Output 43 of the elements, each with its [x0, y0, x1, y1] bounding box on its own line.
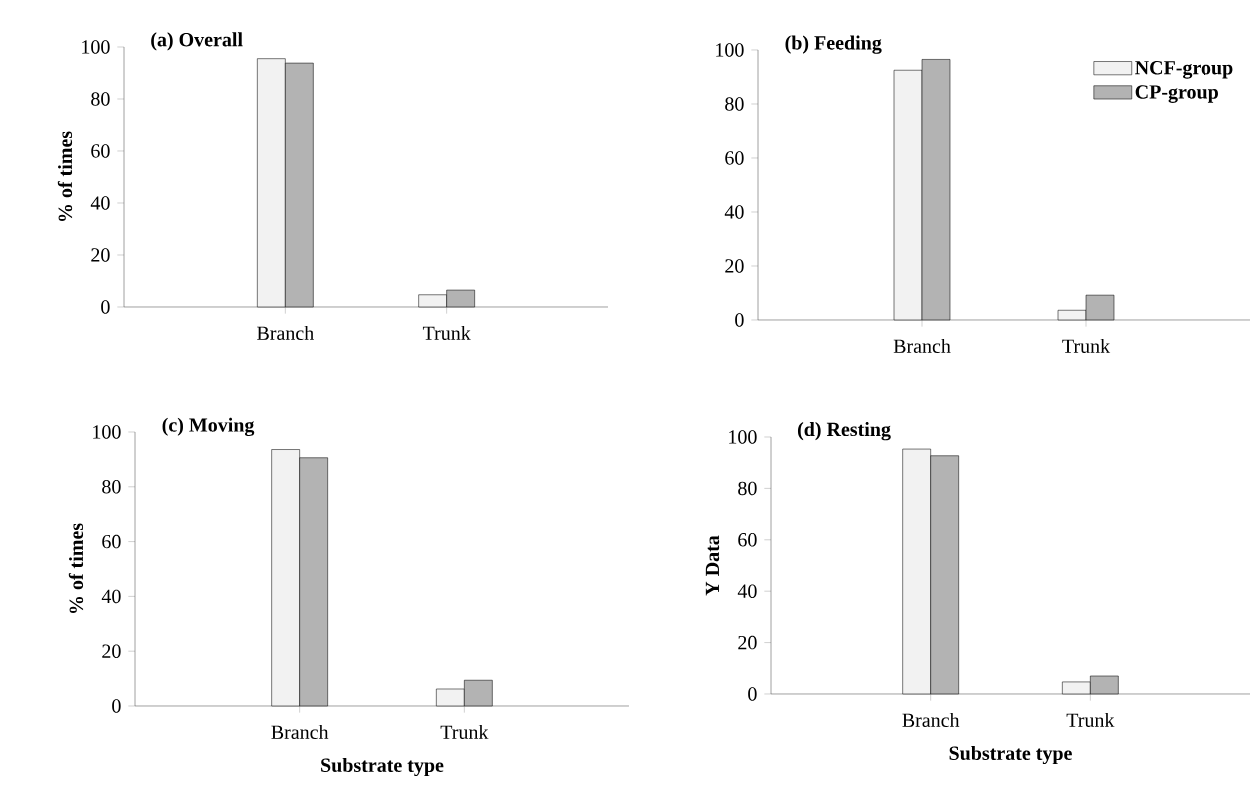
- y-tick-label: 0: [735, 313, 744, 327]
- y-tick-label: 100: [93, 425, 121, 439]
- y-axis-title: % of times: [68, 523, 84, 614]
- y-tick-label: 40: [90, 196, 110, 210]
- y-tick-label: 60: [738, 533, 757, 547]
- x-axis-title: Substrate type: [949, 745, 1072, 765]
- y-axis-title: Y Data: [705, 535, 720, 596]
- y-tick-label: 20: [738, 635, 757, 650]
- legend-label: NCF-group: [1135, 60, 1233, 79]
- y-tick-label: 100: [729, 430, 757, 444]
- x-tick-label: Trunk: [1066, 712, 1115, 727]
- chart-title: (a) Overall: [151, 32, 243, 51]
- y-tick-label: 100: [716, 43, 744, 57]
- y-tick-label: 80: [725, 97, 744, 111]
- x-tick-label: Trunk: [1062, 338, 1111, 353]
- y-tick-label: 20: [91, 248, 110, 262]
- y-tick-label: 20: [102, 644, 121, 658]
- x-tick-label: Branch: [271, 724, 329, 739]
- y-tick-label: 60: [91, 144, 110, 158]
- legend-label: CP-group: [1135, 85, 1218, 103]
- y-tick-label: 40: [724, 205, 744, 219]
- y-tick-label: 60: [725, 151, 744, 165]
- y-tick-label: 100: [82, 40, 110, 54]
- x-tick-label: Branch: [893, 338, 951, 353]
- y-tick-label: 40: [101, 589, 121, 604]
- x-tick-label: Trunk: [422, 325, 471, 340]
- y-tick-label: 40: [737, 584, 757, 598]
- y-tick-label: 60: [102, 534, 121, 549]
- y-tick-label: 0: [748, 687, 757, 701]
- x-tick-label: Branch: [257, 325, 314, 340]
- y-tick-label: 0: [112, 699, 121, 713]
- y-tick-label: 80: [102, 480, 121, 494]
- y-tick-label: 80: [738, 481, 757, 496]
- y-tick-label: 20: [725, 259, 744, 273]
- chart-title: (c) Moving: [162, 417, 255, 437]
- x-tick-label: Branch: [902, 712, 960, 727]
- y-tick-label: 80: [91, 92, 110, 106]
- y-tick-label: 0: [101, 300, 110, 314]
- chart-title: (d) Resting: [797, 422, 891, 441]
- x-axis-title: Substrate type: [321, 757, 444, 777]
- x-tick-label: Trunk: [440, 724, 489, 739]
- y-axis-title: % of times: [57, 131, 73, 222]
- chart-title: (b) Feeding: [785, 35, 882, 54]
